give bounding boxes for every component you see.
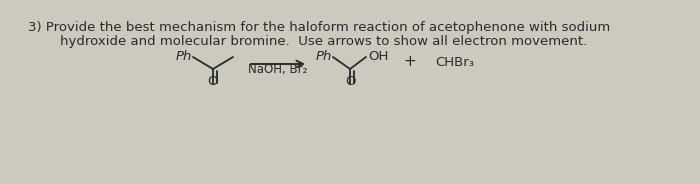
Text: CHBr₃: CHBr₃ — [435, 56, 474, 68]
Text: O: O — [344, 75, 355, 88]
Text: 3) Provide the best mechanism for the haloform reaction of acetophenone with sod: 3) Provide the best mechanism for the ha… — [28, 21, 610, 34]
Text: OH: OH — [368, 50, 388, 63]
Text: +: + — [404, 54, 416, 70]
Text: Ph: Ph — [316, 50, 332, 63]
Text: Ph: Ph — [176, 50, 192, 63]
Text: hydroxide and molecular bromine.  Use arrows to show all electron movement.: hydroxide and molecular bromine. Use arr… — [60, 35, 587, 48]
Text: O: O — [208, 75, 218, 88]
Text: NaOH, Br₂: NaOH, Br₂ — [248, 63, 308, 76]
